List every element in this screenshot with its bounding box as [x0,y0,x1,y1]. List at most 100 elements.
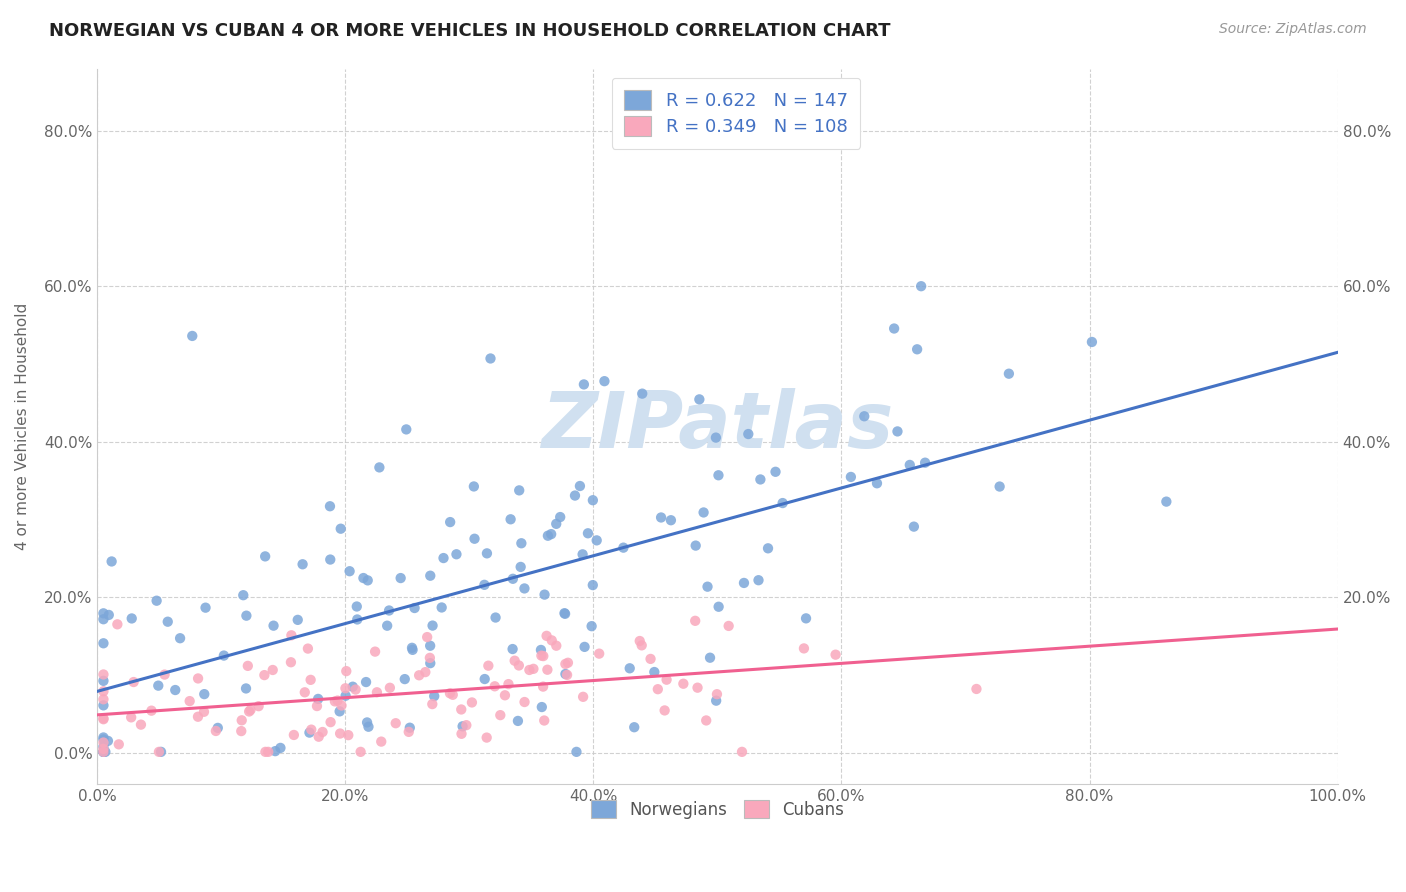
Point [364,645,387,659]
Point [432,551,454,566]
Point [307,692,329,706]
Point [194,600,217,615]
Point [93,684,115,698]
Point [330,698,353,713]
Point [988,479,1011,493]
Point [129,717,152,731]
Point [298,725,321,739]
Point [408,668,430,682]
Point [121,611,143,625]
Point [93,732,115,747]
Point [484,679,506,693]
Point [187,710,209,724]
Point [565,745,588,759]
Point [506,714,529,728]
Point [346,599,368,614]
Point [305,699,328,714]
Point [463,479,485,493]
Point [619,661,641,675]
Point [531,649,554,664]
Point [540,633,562,648]
Point [707,468,730,483]
Point [93,673,115,688]
Point [153,667,176,681]
Point [141,704,163,718]
Point [93,735,115,749]
Point [326,693,349,707]
Point [368,460,391,475]
Point [572,690,595,704]
Point [536,663,558,677]
Point [337,728,360,742]
Point [264,744,287,758]
Point [446,547,468,561]
Point [342,680,364,694]
Point [93,745,115,759]
Point [370,734,392,748]
Point [441,688,464,702]
Point [513,695,536,709]
Point [335,664,357,678]
Point [731,745,754,759]
Point [193,705,215,719]
Point [450,727,472,741]
Point [335,681,357,696]
Point [704,694,727,708]
Point [1156,494,1178,508]
Point [688,392,710,407]
Point [998,367,1021,381]
Point [531,680,554,694]
Point [582,493,605,508]
Point [375,618,398,632]
Point [238,705,260,719]
Point [269,740,291,755]
Point [389,571,412,585]
Point [824,648,846,662]
Point [498,677,520,691]
Point [965,681,987,696]
Point [235,608,257,623]
Point [257,745,280,759]
Point [706,687,728,701]
Point [756,541,779,556]
Point [631,386,654,401]
Point [530,643,553,657]
Point [122,675,145,690]
Point [254,549,277,564]
Point [419,651,441,665]
Point [329,726,352,740]
Point [593,374,616,388]
Point [499,512,522,526]
Point [97,607,120,622]
Point [148,745,170,759]
Point [489,708,512,723]
Point [474,578,496,592]
Point [150,745,173,759]
Point [107,737,129,751]
Point [356,715,378,730]
Point [630,638,652,652]
Point [463,532,485,546]
Point [422,618,444,632]
Point [93,692,115,706]
Point [450,702,472,716]
Point [280,655,302,669]
Point [352,571,374,585]
Point [254,745,277,759]
Point [585,533,607,548]
Point [572,377,595,392]
Point [707,599,730,614]
Point [319,500,342,514]
Point [439,515,461,529]
Point [765,465,787,479]
Point [93,711,115,725]
Point [419,568,441,582]
Point [571,547,593,561]
Point [299,673,322,687]
Point [898,458,921,472]
Point [582,578,605,592]
Point [654,703,676,717]
Point [683,614,706,628]
Point [93,607,115,621]
Point [94,745,117,759]
